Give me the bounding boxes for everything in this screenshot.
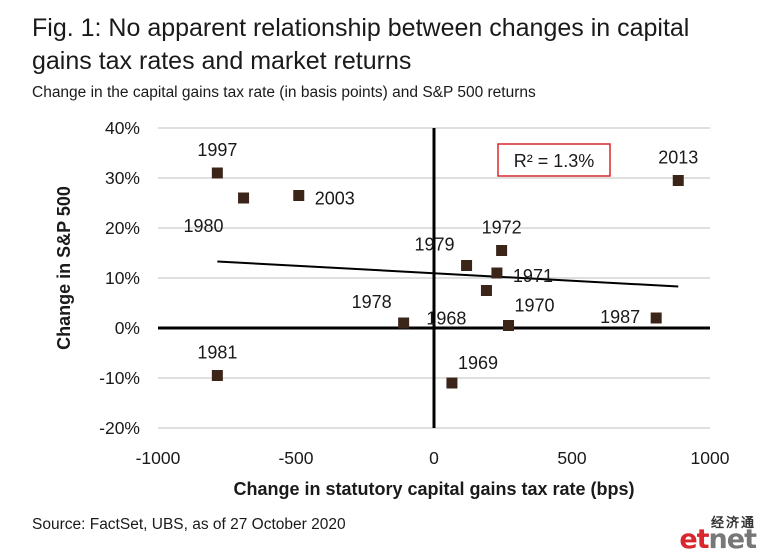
x-tick-label: -1000 <box>136 448 181 468</box>
point-label-2013: 2013 <box>658 148 698 168</box>
point-label-1980: 1980 <box>184 216 224 236</box>
point-labels: 1997 1980 2003 2013 1972 1979 1971 1968 1978 1970… <box>184 140 699 373</box>
point-label-2003: 2003 <box>315 189 355 209</box>
x-tick-label: 1000 <box>691 448 730 468</box>
data-point-1972 <box>496 245 508 256</box>
x-tick-label: 0 <box>429 448 439 468</box>
point-label-1987: 1987 <box>600 307 640 327</box>
y-tick-label: 10% <box>105 268 140 288</box>
r-squared-box <box>497 143 611 177</box>
data-point-1970 <box>503 320 515 331</box>
r-squared-text: R² = 1.3% <box>514 151 595 171</box>
point-label-1970: 1970 <box>515 296 555 316</box>
data-point-1987 <box>650 312 662 324</box>
data-point-1969 <box>446 377 458 389</box>
x-tick-label: -500 <box>278 448 313 468</box>
axes <box>158 128 710 428</box>
watermark-chinese-text: 经济通 <box>710 516 756 531</box>
trendline <box>217 260 679 288</box>
point-label-1969: 1969 <box>458 353 498 373</box>
trendline-group <box>217 260 679 288</box>
data-point-1997 <box>211 167 223 179</box>
data-point-2013 <box>672 175 684 186</box>
source-note: Source: FactSet, UBS, as of 27 October 2… <box>32 516 346 533</box>
data-points <box>211 167 684 389</box>
data-point-1971 <box>491 267 503 279</box>
point-label-1968: 1968 <box>426 309 466 329</box>
y-tick-label: -10% <box>99 368 140 388</box>
x-tick-label: 500 <box>557 448 586 468</box>
chart-title: Fig. 1: No apparent relationship between… <box>32 14 690 75</box>
data-point-1980 <box>238 192 250 204</box>
r-squared-annotation: R² = 1.3% <box>497 143 611 177</box>
y-axis-title: Change in S&P 500 <box>54 186 74 350</box>
watermark-brand-suffix: net <box>708 524 757 555</box>
point-label-1972: 1972 <box>482 218 522 238</box>
y-tick-label: -20% <box>99 418 140 438</box>
point-label-1978: 1978 <box>352 292 392 312</box>
point-label-1971: 1971 <box>513 266 553 286</box>
point-label-1981: 1981 <box>197 343 237 363</box>
data-point-1981 <box>211 370 223 381</box>
data-point-2003 <box>293 190 305 201</box>
data-point-1968 <box>480 285 492 296</box>
y-tick-label: 0% <box>115 318 140 338</box>
chart-subtitle: Change in the capital gains tax rate (in… <box>32 84 536 101</box>
tick-labels: -20% -10% 0% 10% 20% 30% 40% -1000 -500 0 500 1000 <box>99 118 730 468</box>
y-tick-label: 40% <box>105 118 140 138</box>
watermark-brand-prefix: et <box>679 524 709 555</box>
x-axis-title: Change in statutory capital gains tax ra… <box>233 479 634 499</box>
data-point-1978 <box>398 317 410 329</box>
data-point-1979 <box>461 260 473 271</box>
point-label-1979: 1979 <box>415 235 455 255</box>
point-label-1997: 1997 <box>197 140 237 160</box>
y-tick-label: 20% <box>105 218 140 238</box>
etnet-watermark-logo: 经济通 etnet <box>679 510 762 555</box>
watermark-brand-text: etnet <box>679 524 757 555</box>
y-tick-label: 30% <box>105 168 140 188</box>
scatter-chart: 1997 1980 2003 2013 1972 1979 1971 1968 1978 1970… <box>54 118 730 499</box>
